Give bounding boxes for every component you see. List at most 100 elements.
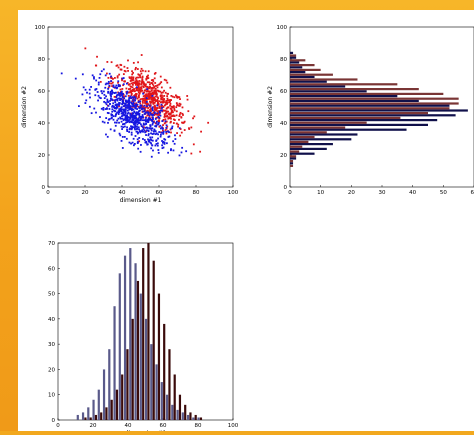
vhist-x-tick-label: 20 — [90, 423, 97, 429]
scatter-point-blue — [101, 90, 103, 92]
scatter-point-blue — [97, 100, 99, 102]
scatter-y-tick-label: 40 — [38, 121, 45, 127]
vhist-bar-darkred — [100, 412, 102, 420]
scatter-point-red — [145, 70, 147, 72]
hhist-bar-brown — [290, 102, 459, 104]
scatter-point-blue — [121, 118, 123, 120]
scatter-point-blue — [133, 138, 135, 140]
scatter-point-red — [152, 83, 154, 85]
scatter-point-blue — [137, 112, 139, 114]
scatter-point-blue — [137, 101, 139, 103]
scatter-point-blue — [98, 82, 100, 84]
scatter-point-blue — [163, 138, 165, 140]
hhist-x-tick-label: 20 — [348, 190, 355, 196]
scatter-point-blue — [93, 76, 95, 78]
scatter-point-blue — [174, 134, 176, 136]
scatter-point-blue — [115, 125, 117, 127]
scatter-point-red — [199, 151, 201, 153]
scatter-point-blue — [146, 144, 148, 146]
vhist-y-tick-label: 10 — [48, 393, 55, 399]
scatter-x-tick-label: 60 — [156, 190, 163, 196]
scatter-point-blue — [155, 118, 157, 120]
vhist-bar-slate — [176, 410, 178, 420]
scatter-point-blue — [114, 101, 116, 103]
scatter-point-blue — [143, 108, 145, 110]
hhist-y-tick-label: 0 — [284, 185, 288, 191]
scatter-point-blue — [162, 128, 164, 130]
scatter-point-blue — [151, 156, 153, 158]
scatter-point-red — [183, 122, 185, 124]
scatter-point-blue — [135, 97, 137, 99]
scatter-point-blue — [131, 126, 133, 128]
scatter-point-red — [140, 84, 142, 86]
scatter-point-blue — [122, 96, 124, 98]
scatter-point-blue — [123, 123, 125, 125]
scatter-point-red — [149, 83, 151, 85]
scatter-point-blue — [118, 113, 120, 115]
scatter-point-blue — [107, 136, 109, 138]
scatter-point-red — [118, 74, 120, 76]
scatter-point-blue — [118, 122, 120, 124]
scatter-point-red — [173, 108, 175, 110]
scatter-point-blue — [89, 106, 91, 108]
scatter-point-blue — [113, 110, 115, 112]
scatter-point-blue — [82, 73, 84, 75]
scatter-point-blue — [116, 107, 118, 109]
scatter-point-blue — [148, 133, 150, 135]
scatter-point-red — [132, 77, 134, 79]
hhist-x-tick-label: 60 — [471, 190, 474, 196]
scatter-point-blue — [149, 105, 151, 107]
scatter-point-red — [153, 102, 155, 104]
scatter-point-blue — [146, 97, 148, 99]
scatter-point-red — [154, 108, 156, 110]
scatter-point-red — [117, 75, 119, 77]
scatter-point-blue — [130, 108, 132, 110]
scatter-point-blue — [126, 126, 128, 128]
scatter-point-red — [159, 105, 161, 107]
hhist-bar-navy — [290, 148, 327, 150]
scatter-point-red — [118, 67, 120, 69]
scatter-point-red — [167, 111, 169, 113]
scatter-point-red — [182, 107, 184, 109]
scatter-point-red — [167, 93, 169, 95]
hhist-bar-brown — [290, 83, 397, 85]
scatter-point-blue — [117, 100, 119, 102]
scatter-point-blue — [93, 108, 95, 110]
scatter-point-blue — [163, 131, 165, 133]
scatter-point-red — [159, 83, 161, 85]
scatter-point-red — [152, 99, 154, 101]
scatter-point-blue — [133, 119, 135, 121]
scatter-point-blue — [162, 142, 164, 144]
vhist-bar-slate — [82, 412, 84, 420]
hhist-y-tick-label: 100 — [277, 25, 288, 31]
scatter-point-red — [149, 91, 151, 93]
scatter-point-blue — [112, 105, 114, 107]
scatter-point-red — [167, 106, 169, 108]
hhist-bar-navy — [290, 109, 468, 111]
scatter-point-blue — [134, 128, 136, 130]
scatter-point-red — [160, 76, 162, 78]
scatter-point-blue — [145, 134, 147, 136]
scatter-point-blue — [131, 132, 133, 134]
scatter-point-blue — [125, 116, 127, 118]
vhist-bar-darkred — [105, 407, 107, 420]
scatter-point-blue — [85, 89, 87, 91]
scatter-point-blue — [123, 83, 125, 85]
scatter-point-blue — [118, 102, 120, 104]
scatter-point-blue — [161, 144, 163, 146]
vhist-x-tick-label: 60 — [160, 423, 167, 429]
hhist-bar-navy — [290, 57, 296, 59]
scatter-point-red — [147, 81, 149, 83]
scatter-point-red — [181, 122, 183, 124]
scatter-point-blue — [152, 150, 154, 152]
vhist-bar-darkred — [147, 243, 149, 420]
scatter-point-red — [163, 95, 165, 97]
scatter-point-blue — [100, 97, 102, 99]
scatter-x-tick-label: 20 — [82, 190, 89, 196]
hhist-bar-navy — [290, 119, 437, 121]
scatter-point-blue — [115, 85, 117, 87]
vhist-bar-darkred — [179, 395, 181, 420]
scatter-point-blue — [135, 118, 137, 120]
scatter-point-red — [141, 68, 143, 70]
